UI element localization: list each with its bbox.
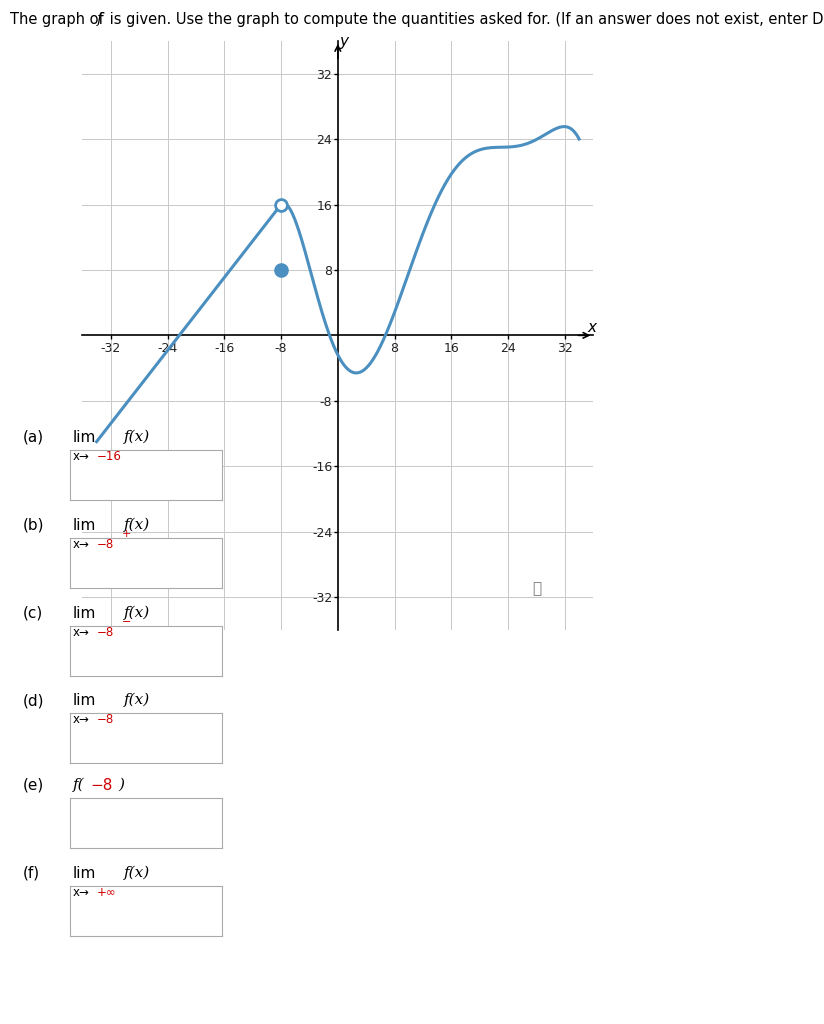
Text: (d): (d) <box>23 693 44 708</box>
Text: −: − <box>122 617 131 628</box>
Text: is given. Use the graph to compute the quantities asked for. (If an answer does : is given. Use the graph to compute the q… <box>105 12 824 28</box>
Text: x→: x→ <box>73 627 89 639</box>
Text: +∞: +∞ <box>97 887 117 899</box>
Text: f(x): f(x) <box>124 606 150 621</box>
Text: lim: lim <box>73 430 96 445</box>
Text: +: + <box>122 529 131 540</box>
Text: f(x): f(x) <box>124 693 150 708</box>
Text: −8: −8 <box>91 778 113 793</box>
Text: lim: lim <box>73 606 96 621</box>
Text: (b): (b) <box>23 518 44 534</box>
Text: −8: −8 <box>97 627 115 639</box>
Text: ⓘ: ⓘ <box>532 582 541 596</box>
Text: f(: f( <box>73 778 84 793</box>
Text: lim: lim <box>73 693 96 708</box>
Text: (a): (a) <box>23 430 44 445</box>
Text: f(x): f(x) <box>124 866 150 881</box>
Text: x→: x→ <box>73 887 89 899</box>
Text: x→: x→ <box>73 714 89 726</box>
Text: f: f <box>97 12 103 27</box>
Text: lim: lim <box>73 518 96 534</box>
Text: x→: x→ <box>73 539 89 552</box>
Text: lim: lim <box>73 866 96 881</box>
Text: −8: −8 <box>97 714 115 726</box>
Text: (e): (e) <box>23 778 44 793</box>
Text: y: y <box>339 34 348 49</box>
Text: The graph of: The graph of <box>10 12 108 28</box>
Text: −16: −16 <box>97 451 122 464</box>
Text: x: x <box>588 319 597 335</box>
Text: f(x): f(x) <box>124 518 150 532</box>
Text: x→: x→ <box>73 451 89 464</box>
Text: −8: −8 <box>97 539 115 552</box>
Text: f(x): f(x) <box>124 430 150 444</box>
Text: ): ) <box>118 778 124 792</box>
Text: (f): (f) <box>23 866 40 881</box>
Text: (c): (c) <box>23 606 44 621</box>
